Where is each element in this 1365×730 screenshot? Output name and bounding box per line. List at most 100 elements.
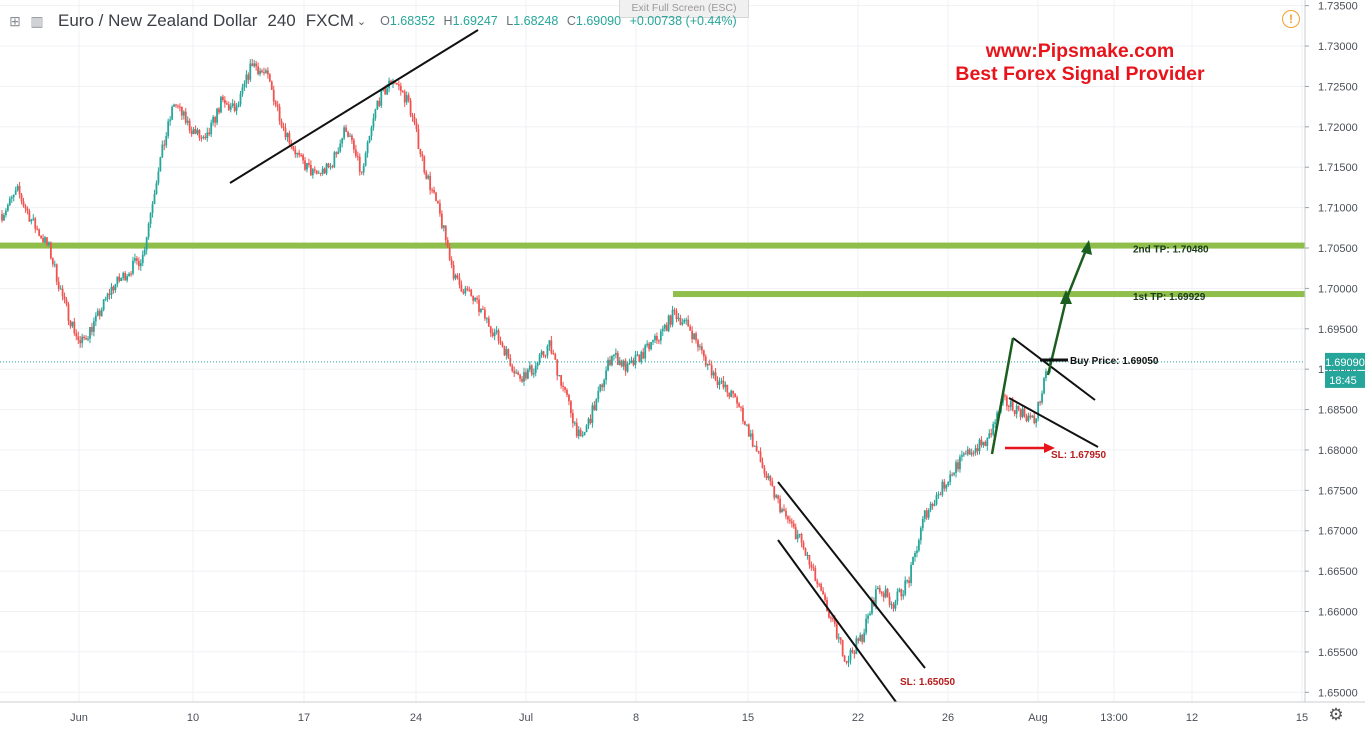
candle-body[interactable] xyxy=(781,509,783,513)
candle-body[interactable] xyxy=(169,119,172,122)
candle-body[interactable] xyxy=(704,356,707,366)
candle-body[interactable] xyxy=(214,117,216,123)
candle-body[interactable] xyxy=(505,349,508,356)
candle-body[interactable] xyxy=(409,100,412,116)
candle-body[interactable] xyxy=(18,185,21,195)
candle-body[interactable] xyxy=(730,390,733,397)
candle-body[interactable] xyxy=(996,412,998,423)
candle-body[interactable] xyxy=(460,284,463,292)
candle-body[interactable] xyxy=(720,380,723,382)
candle-body[interactable] xyxy=(482,308,484,310)
candle-body[interactable] xyxy=(456,275,459,278)
candle-body[interactable] xyxy=(851,650,854,653)
candle-body[interactable] xyxy=(740,406,742,408)
candle-body[interactable] xyxy=(599,384,602,391)
candle-body[interactable] xyxy=(151,204,154,213)
candle-body[interactable] xyxy=(900,589,903,597)
candle-body[interactable] xyxy=(126,276,129,281)
candle-body[interactable] xyxy=(106,293,109,299)
candle-body[interactable] xyxy=(861,634,864,642)
candle-body[interactable] xyxy=(353,140,355,150)
candle-body[interactable] xyxy=(378,100,381,106)
candle-body[interactable] xyxy=(714,372,717,381)
candle-body[interactable] xyxy=(247,74,250,80)
crosshair-square-icon[interactable]: ⊞ xyxy=(9,13,21,29)
candle-body[interactable] xyxy=(589,418,592,423)
candle-body[interactable] xyxy=(1043,378,1045,394)
candle-body[interactable] xyxy=(419,148,422,154)
candle-body[interactable] xyxy=(231,103,234,106)
candle-body[interactable] xyxy=(964,453,967,455)
candle-body[interactable] xyxy=(718,381,721,385)
time-axis[interactable]: Jun 10 17 24 Jul 8 15 22 26 Aug 13:00 12 15 xyxy=(0,701,1365,730)
candle-body[interactable] xyxy=(501,343,504,347)
candle-body[interactable] xyxy=(485,318,488,320)
candle-body[interactable] xyxy=(272,89,275,102)
candle-body[interactable] xyxy=(558,375,561,377)
candle-body[interactable] xyxy=(143,249,146,255)
candle-body[interactable] xyxy=(939,494,942,496)
trendline[interactable] xyxy=(1012,337,1096,401)
symbol-name[interactable]: Euro / New Zealand Dollar xyxy=(58,11,258,30)
candle-body[interactable] xyxy=(48,242,50,245)
drawings[interactable]: Buy Price: 1.69050 SL: 1.67950 SL: 1.65050 xyxy=(0,29,1305,703)
candle-body[interactable] xyxy=(796,534,799,539)
candle-body[interactable] xyxy=(321,168,324,174)
candle-body[interactable] xyxy=(724,384,727,388)
alert-icon[interactable]: ! xyxy=(1282,10,1300,28)
candle-body[interactable] xyxy=(562,385,564,387)
candle-body[interactable] xyxy=(863,632,866,642)
candle-body[interactable] xyxy=(229,105,232,110)
candle-body[interactable] xyxy=(36,228,39,230)
candle-body[interactable] xyxy=(986,437,989,446)
candle-body[interactable] xyxy=(982,441,985,446)
candle-body[interactable] xyxy=(614,352,617,355)
candle-body[interactable] xyxy=(947,482,950,486)
candle-body[interactable] xyxy=(120,278,123,282)
candle-body[interactable] xyxy=(888,596,891,605)
candle-body[interactable] xyxy=(685,319,688,321)
candle-body[interactable] xyxy=(423,156,426,173)
candle-body[interactable] xyxy=(927,509,930,518)
candle-body[interactable] xyxy=(933,504,936,506)
candle-body[interactable] xyxy=(632,360,635,365)
candle-body[interactable] xyxy=(853,652,856,654)
candle-body[interactable] xyxy=(233,103,236,111)
candle-body[interactable] xyxy=(85,338,87,340)
candle-body[interactable] xyxy=(335,152,338,155)
current-price-tag[interactable] xyxy=(1325,352,1365,370)
exit-fullscreen-button[interactable]: Exit Full Screen (ESC) xyxy=(619,0,749,18)
candle-body[interactable] xyxy=(493,332,496,337)
candle-body[interactable] xyxy=(1025,416,1028,421)
candle-body[interactable] xyxy=(421,153,424,157)
candle-body[interactable] xyxy=(487,318,490,327)
candle-body[interactable] xyxy=(439,203,441,214)
candle-body[interactable] xyxy=(923,510,926,519)
candle-body[interactable] xyxy=(188,120,191,131)
candle-body[interactable] xyxy=(376,100,379,110)
candle-body[interactable] xyxy=(110,286,113,295)
candle-body[interactable] xyxy=(1007,406,1010,408)
candle-body[interactable] xyxy=(448,247,451,260)
candle-body[interactable] xyxy=(517,372,520,375)
candle-body[interactable] xyxy=(69,320,72,327)
candle-body[interactable] xyxy=(984,441,987,446)
candle-body[interactable] xyxy=(122,272,125,279)
candle-body[interactable] xyxy=(945,485,948,489)
candle-body[interactable] xyxy=(857,638,860,641)
candle-body[interactable] xyxy=(763,467,766,474)
candle-body[interactable] xyxy=(831,618,834,620)
candle-body[interactable] xyxy=(464,288,467,294)
candle-body[interactable] xyxy=(771,481,774,487)
trendline[interactable] xyxy=(229,29,479,184)
candle-body[interactable] xyxy=(194,129,197,134)
candle-body[interactable] xyxy=(601,384,604,388)
target-arrow-1[interactable] xyxy=(1046,299,1068,376)
candle-body[interactable] xyxy=(257,66,260,75)
candle-body[interactable] xyxy=(446,240,449,248)
candle-body[interactable] xyxy=(988,433,991,438)
candle-body[interactable] xyxy=(525,372,527,379)
candle-body[interactable] xyxy=(417,129,420,149)
candle-body[interactable] xyxy=(1009,401,1012,407)
candle-body[interactable] xyxy=(362,165,365,173)
